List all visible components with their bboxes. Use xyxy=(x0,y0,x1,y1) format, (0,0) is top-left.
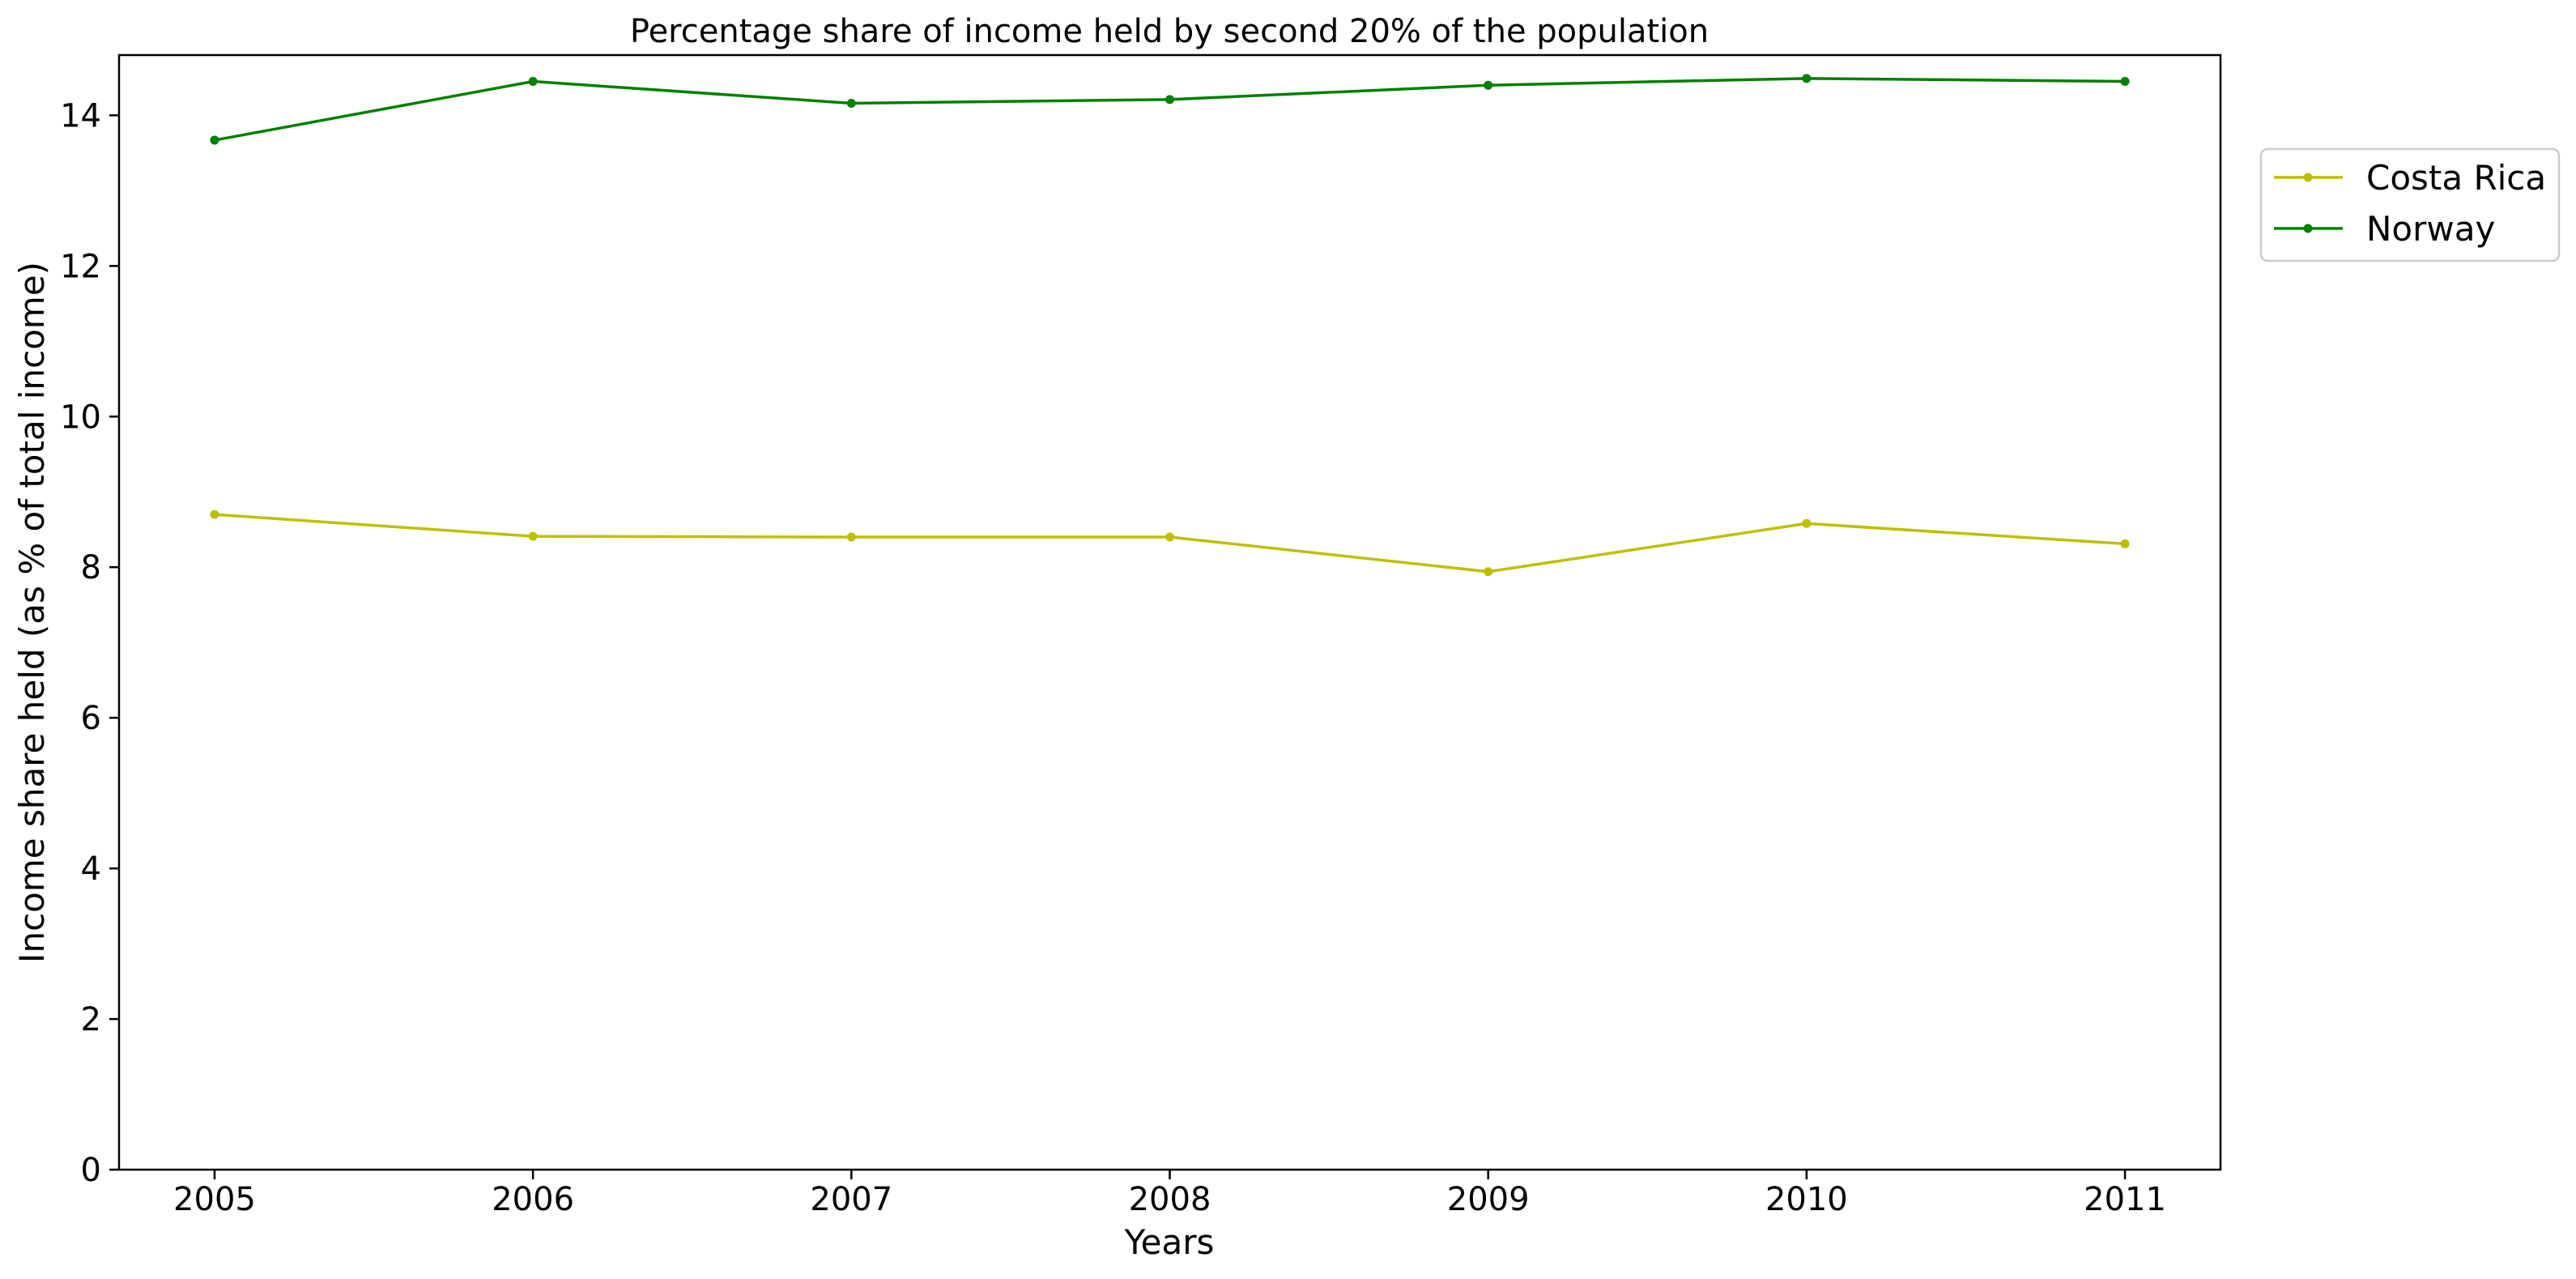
legend-marker-costa-rica xyxy=(2303,173,2313,182)
data-point-costa-rica xyxy=(846,532,856,542)
data-point-norway xyxy=(528,77,538,87)
y-tick-label: 6 xyxy=(81,700,101,737)
y-tick-label: 12 xyxy=(60,248,101,285)
data-point-norway xyxy=(1165,95,1174,104)
y-tick-label: 0 xyxy=(81,1152,101,1189)
data-point-norway xyxy=(1802,74,1812,83)
y-tick-label: 14 xyxy=(60,97,101,134)
data-point-norway xyxy=(1484,80,1493,90)
x-axis-label: Years xyxy=(1124,1222,1215,1262)
x-tick-label: 2006 xyxy=(492,1181,574,1218)
chart-title: Percentage share of income held by secon… xyxy=(630,13,1709,50)
data-point-norway xyxy=(2120,77,2130,87)
data-point-costa-rica xyxy=(1165,532,1174,542)
y-axis-label: Income share held (as % of total income) xyxy=(12,262,52,963)
data-point-costa-rica xyxy=(2120,539,2130,548)
plot-area xyxy=(210,74,2130,577)
y-tick-label: 4 xyxy=(81,851,101,888)
legend-label-norway: Norway xyxy=(2366,209,2495,249)
x-tick-label: 2008 xyxy=(1129,1181,1211,1218)
data-point-norway xyxy=(210,135,219,145)
x-tick-label: 2005 xyxy=(173,1181,256,1218)
data-point-norway xyxy=(846,99,856,109)
x-tick-label: 2011 xyxy=(2084,1181,2166,1218)
legend-marker-norway xyxy=(2303,224,2313,233)
x-tick-label: 2009 xyxy=(1447,1181,1530,1218)
y-axis: 0 2 4 6 8 10 12 14 xyxy=(60,97,119,1189)
y-tick-label: 10 xyxy=(60,399,101,436)
x-tick-label: 2007 xyxy=(810,1181,892,1218)
data-point-costa-rica xyxy=(210,509,219,519)
data-point-costa-rica xyxy=(1484,567,1493,577)
x-tick-label: 2010 xyxy=(1765,1181,1848,1218)
y-tick-label: 8 xyxy=(81,549,101,586)
data-point-costa-rica xyxy=(528,531,538,541)
legend: Costa Rica Norway xyxy=(2259,147,2561,262)
data-point-costa-rica xyxy=(1802,518,1812,528)
x-axis: 2005 2006 2007 2008 2009 2010 2011 xyxy=(173,1170,2166,1218)
y-tick-label: 2 xyxy=(81,1001,101,1038)
legend-label-costa-rica: Costa Rica xyxy=(2366,158,2546,198)
